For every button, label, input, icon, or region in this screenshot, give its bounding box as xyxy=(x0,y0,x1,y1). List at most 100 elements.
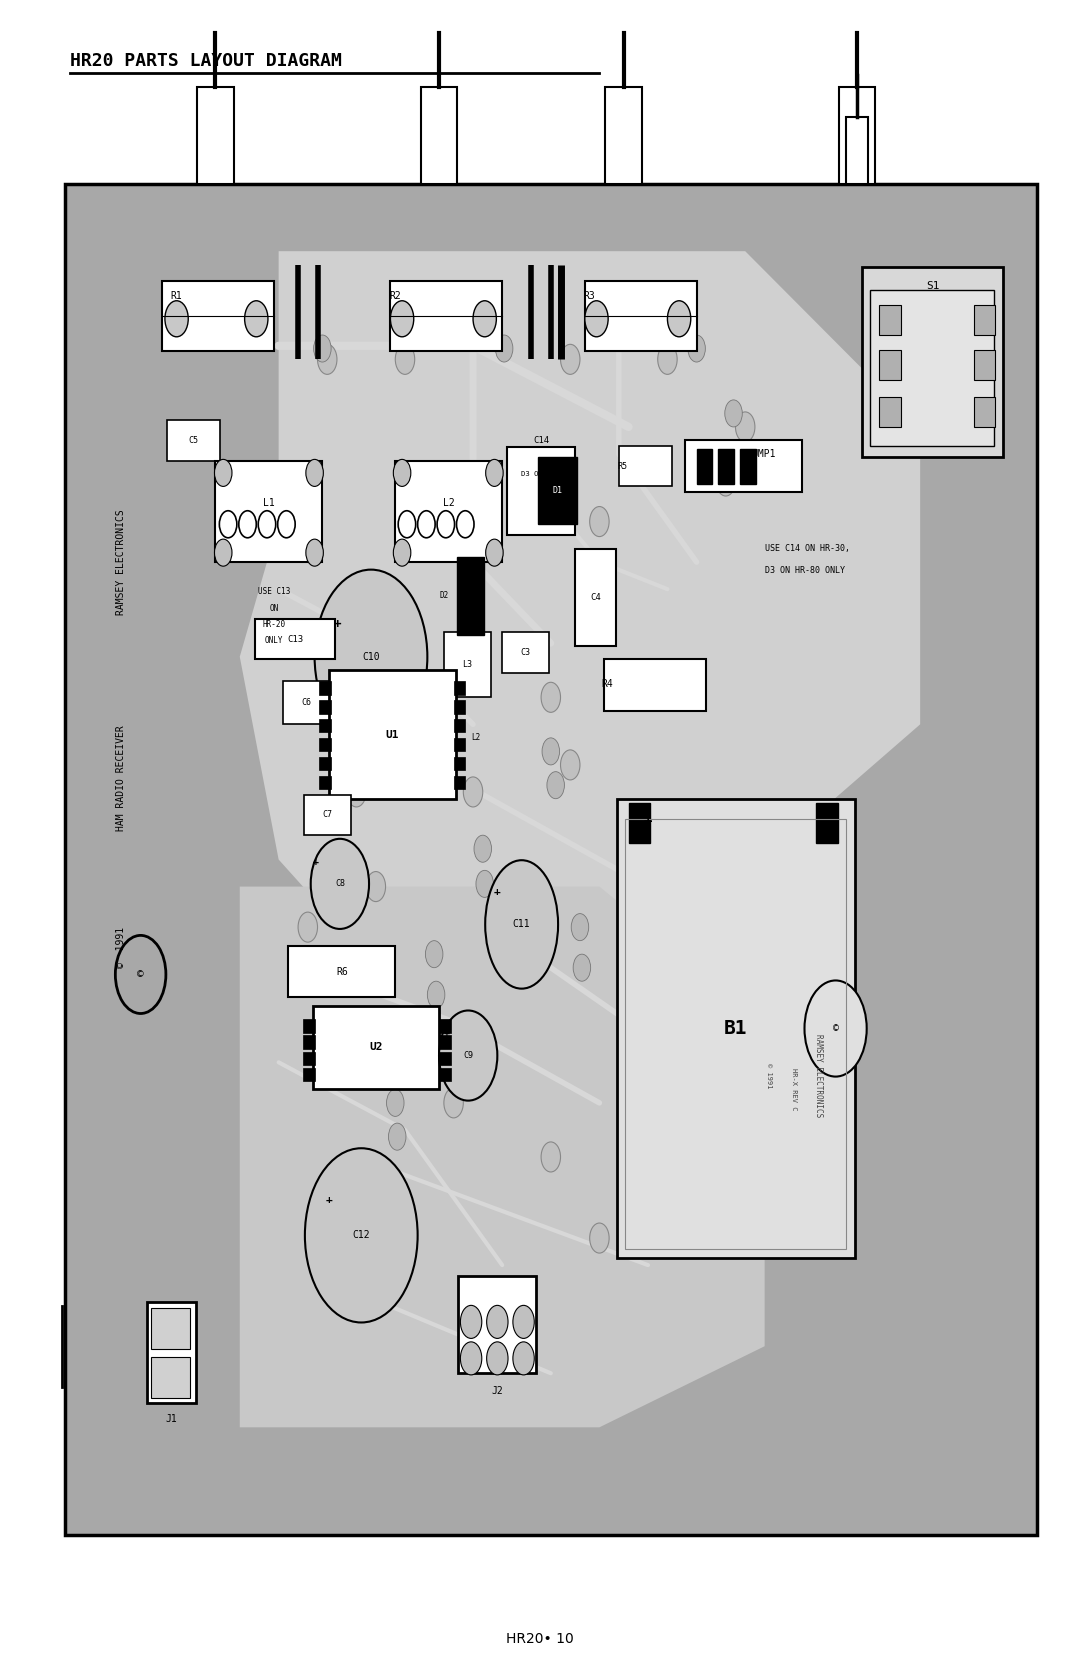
Circle shape xyxy=(496,335,513,362)
Bar xyxy=(151,1357,190,1397)
Circle shape xyxy=(393,539,410,566)
Text: USE C14 ON HR-30,: USE C14 ON HR-30, xyxy=(765,544,850,552)
Bar xyxy=(166,421,220,461)
Text: HR-X REV C: HR-X REV C xyxy=(791,1068,797,1110)
Bar xyxy=(320,681,332,694)
Circle shape xyxy=(473,300,497,337)
Text: R1: R1 xyxy=(171,290,183,300)
Text: C4: C4 xyxy=(590,592,600,603)
Circle shape xyxy=(314,569,428,744)
Circle shape xyxy=(460,1305,482,1339)
Bar xyxy=(302,1020,314,1033)
Bar xyxy=(619,446,672,486)
Text: +: + xyxy=(334,618,340,631)
Text: L2: L2 xyxy=(471,733,481,743)
Text: USE C13: USE C13 xyxy=(258,587,289,596)
Bar xyxy=(320,719,332,733)
Bar xyxy=(147,1302,197,1404)
Bar xyxy=(302,1068,314,1082)
Bar xyxy=(718,449,733,484)
Bar xyxy=(438,1020,450,1033)
Bar xyxy=(303,794,351,834)
Circle shape xyxy=(444,1088,463,1118)
Text: R2: R2 xyxy=(390,290,401,300)
Text: ON: ON xyxy=(269,604,279,613)
Text: C14: C14 xyxy=(534,436,549,446)
Circle shape xyxy=(460,1342,482,1375)
Circle shape xyxy=(395,344,415,374)
Bar xyxy=(457,557,484,636)
Text: C8: C8 xyxy=(335,880,345,888)
Bar xyxy=(576,549,616,646)
Bar xyxy=(458,1275,537,1374)
Bar xyxy=(879,397,901,427)
Circle shape xyxy=(486,459,503,486)
Circle shape xyxy=(438,1010,497,1100)
Circle shape xyxy=(389,1123,406,1150)
Circle shape xyxy=(306,459,323,486)
Text: J1: J1 xyxy=(166,1414,177,1424)
Bar xyxy=(697,449,712,484)
Bar xyxy=(624,819,847,1248)
Bar xyxy=(454,719,465,733)
Circle shape xyxy=(428,981,445,1008)
Text: C9: C9 xyxy=(463,1051,473,1060)
Text: +: + xyxy=(494,886,501,896)
Bar xyxy=(617,799,855,1258)
Bar xyxy=(838,87,876,184)
Circle shape xyxy=(306,539,323,566)
Bar xyxy=(162,280,274,350)
Bar xyxy=(438,1068,450,1082)
Bar xyxy=(320,756,332,771)
Bar xyxy=(438,1035,450,1048)
Bar xyxy=(283,681,330,724)
Bar xyxy=(454,756,465,771)
Bar xyxy=(391,280,502,350)
Circle shape xyxy=(513,1305,535,1339)
Circle shape xyxy=(590,507,609,536)
Circle shape xyxy=(298,911,318,941)
Bar xyxy=(502,633,549,673)
Ellipse shape xyxy=(485,860,558,988)
Text: JMP1: JMP1 xyxy=(753,449,777,459)
Circle shape xyxy=(638,818,658,848)
Circle shape xyxy=(561,344,580,374)
Text: L2: L2 xyxy=(443,497,455,507)
Circle shape xyxy=(585,300,608,337)
Circle shape xyxy=(116,935,166,1013)
Text: ONLY: ONLY xyxy=(265,636,283,644)
Circle shape xyxy=(541,1142,561,1172)
Circle shape xyxy=(573,955,591,981)
Bar xyxy=(288,946,395,998)
Bar xyxy=(302,1051,314,1065)
Circle shape xyxy=(387,1090,404,1117)
Circle shape xyxy=(318,344,337,374)
Circle shape xyxy=(658,344,677,374)
Text: HR-20: HR-20 xyxy=(262,619,285,629)
Text: +: + xyxy=(326,1195,333,1205)
Text: R5: R5 xyxy=(618,462,627,471)
Bar xyxy=(454,699,465,714)
Text: D3 OR C14: D3 OR C14 xyxy=(522,471,561,477)
Text: +: + xyxy=(312,858,319,868)
Text: D1: D1 xyxy=(553,486,563,496)
Circle shape xyxy=(688,335,705,362)
Bar xyxy=(215,461,322,562)
Circle shape xyxy=(486,539,503,566)
Text: © 1991: © 1991 xyxy=(767,1063,772,1088)
Bar xyxy=(302,1035,314,1048)
Circle shape xyxy=(541,683,561,713)
Text: B1: B1 xyxy=(724,1020,747,1038)
Text: C12: C12 xyxy=(352,1230,370,1240)
Text: C6: C6 xyxy=(301,698,312,708)
Circle shape xyxy=(215,459,232,486)
Bar xyxy=(862,267,1002,457)
Circle shape xyxy=(426,941,443,968)
Bar xyxy=(629,803,650,843)
Circle shape xyxy=(725,401,742,427)
Bar xyxy=(454,738,465,751)
Bar xyxy=(420,87,458,184)
Text: C3: C3 xyxy=(521,648,530,658)
Text: C5: C5 xyxy=(188,436,198,446)
Circle shape xyxy=(487,1342,508,1375)
